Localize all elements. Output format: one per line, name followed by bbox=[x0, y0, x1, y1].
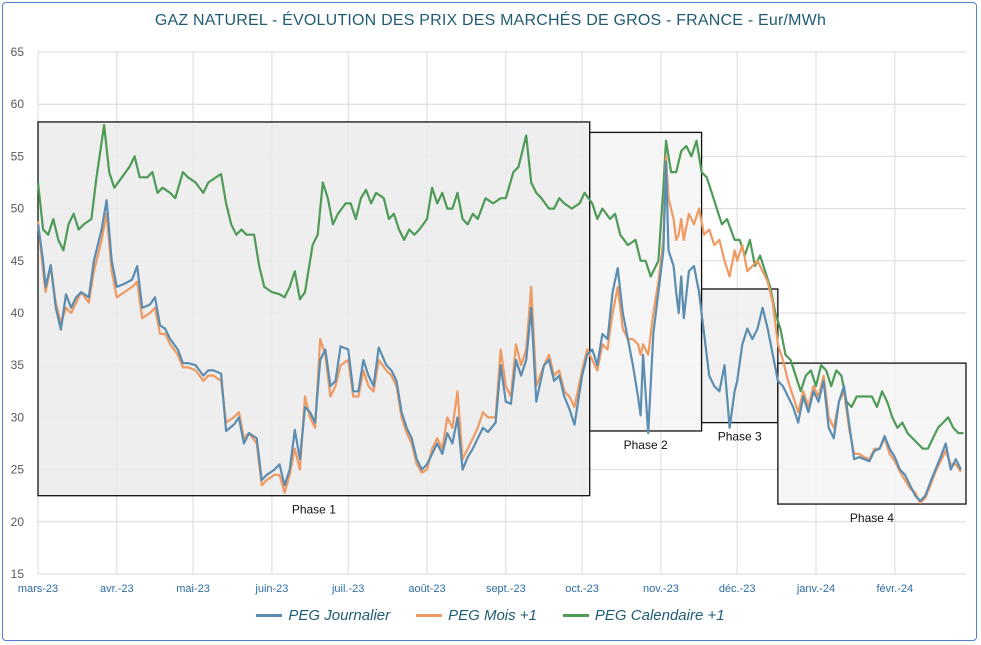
y-tick-label: 20 bbox=[11, 515, 25, 529]
phase-boxes bbox=[37, 121, 967, 505]
phase-labels: Phase 1 Phase 2 Phase 3 Phase 4 bbox=[292, 430, 894, 525]
legend-swatch bbox=[562, 614, 589, 617]
legend-label: PEG Journalier bbox=[288, 607, 391, 624]
phase-box bbox=[37, 121, 591, 497]
x-tick-label: oct.-23 bbox=[565, 583, 599, 595]
y-tick-label: 50 bbox=[11, 202, 25, 216]
phase-label: Phase 4 bbox=[850, 511, 894, 525]
legend-swatch bbox=[256, 614, 283, 617]
series-lines bbox=[36, 123, 964, 505]
y-tick-label: 45 bbox=[11, 254, 25, 268]
legend-entry: PEG Journalier bbox=[256, 607, 390, 624]
x-tick-label: août-23 bbox=[408, 583, 445, 595]
y-tick-label: 15 bbox=[11, 567, 25, 581]
legend: PEG Journalier PEG Mois +1 PEG Calendaire … bbox=[0, 607, 981, 624]
legend-label: PEG Calendaire +1 bbox=[594, 607, 725, 624]
x-tick-label: juil.-23 bbox=[331, 583, 364, 595]
x-axis-ticks: mars-23 avr.-23 mai-23 juin-23 juil.-23 août-… bbox=[18, 583, 913, 595]
chart-title: GAZ NATUREL - ÉVOLUTION DES PRIX DES MAR… bbox=[154, 12, 827, 29]
y-tick-label: 40 bbox=[11, 306, 25, 320]
legend-entry: PEG Calendaire +1 bbox=[562, 607, 725, 624]
phase-box bbox=[777, 362, 967, 505]
legend-entry: PEG Mois +1 bbox=[416, 607, 537, 624]
x-tick-label: juin-23 bbox=[254, 583, 288, 595]
series-line bbox=[36, 123, 964, 450]
x-tick-label: janv.-24 bbox=[796, 583, 835, 595]
y-tick-label: 60 bbox=[11, 97, 25, 111]
phase-label: Phase 1 bbox=[292, 503, 336, 517]
x-tick-label: mai-23 bbox=[176, 583, 210, 595]
y-tick-label: 65 bbox=[11, 45, 25, 59]
x-tick-label: mars-23 bbox=[18, 583, 58, 595]
legend-swatch bbox=[416, 614, 443, 617]
y-tick-label: 30 bbox=[11, 410, 25, 424]
phase-label: Phase 3 bbox=[718, 430, 762, 444]
x-tick-label: févr.-24 bbox=[876, 583, 913, 595]
y-tick-label: 25 bbox=[11, 463, 25, 477]
y-axis-ticks: 15 20 25 30 35 40 45 50 55 60 65 bbox=[11, 45, 25, 581]
legend-label: PEG Mois +1 bbox=[448, 607, 537, 624]
x-tick-label: déc.-23 bbox=[719, 583, 756, 595]
x-tick-label: sept.-23 bbox=[486, 583, 526, 595]
y-tick-label: 55 bbox=[11, 149, 25, 163]
series-line bbox=[36, 160, 962, 502]
y-tick-label: 35 bbox=[11, 358, 25, 372]
x-tick-label: avr.-23 bbox=[100, 583, 134, 595]
phase-label: Phase 2 bbox=[624, 438, 668, 452]
x-tick-label: nov.-23 bbox=[643, 583, 679, 595]
